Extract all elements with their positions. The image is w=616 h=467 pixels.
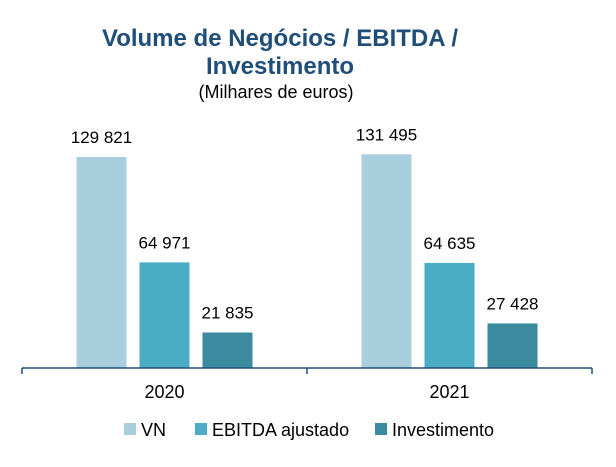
data-label-vn-2021: 131 495: [356, 125, 417, 144]
legend-label-vn: VN: [141, 420, 166, 440]
bar-investimento-2021: [487, 323, 538, 368]
legend: VN EBITDA ajustado Investimento: [124, 420, 494, 440]
legend-label-investimento: Investimento: [392, 420, 494, 440]
bars-group: [76, 154, 538, 368]
x-axis: [21, 367, 593, 374]
x-tick-label-2020: 2020: [144, 382, 184, 402]
data-label-investimento-2021: 27 428: [487, 294, 539, 313]
data-label-ebitda-ajustado-2021: 64 635: [424, 234, 476, 253]
chart-title-line-2: Investimento: [206, 53, 354, 80]
data-label-ebitda-ajustado-2020: 64 971: [139, 233, 191, 252]
bar-investimento-2020: [202, 332, 253, 368]
legend-swatch-investimento: [375, 423, 387, 435]
data-labels-group: 129 821 64 971 21 835 131 495 64 635 27 428: [71, 125, 539, 322]
bar-ebitda-ajustado-2020: [139, 262, 190, 368]
bar-vn-2020: [76, 157, 127, 368]
legend-label-ebitda-ajustado: EBITDA ajustado: [212, 420, 349, 440]
legend-swatch-vn: [124, 423, 136, 435]
x-tick-labels: 2020 2021: [144, 382, 469, 402]
legend-swatch-ebitda-ajustado: [195, 423, 207, 435]
chart-title-line-1: Volume de Negócios / EBITDA /: [102, 25, 458, 52]
data-label-investimento-2020: 21 835: [202, 304, 254, 323]
x-tick-label-2021: 2021: [429, 382, 469, 402]
bar-vn-2021: [361, 154, 412, 368]
data-label-vn-2020: 129 821: [71, 128, 132, 147]
bar-ebitda-ajustado-2021: [424, 262, 475, 368]
chart-subtitle: (Milhares de euros): [198, 82, 353, 102]
